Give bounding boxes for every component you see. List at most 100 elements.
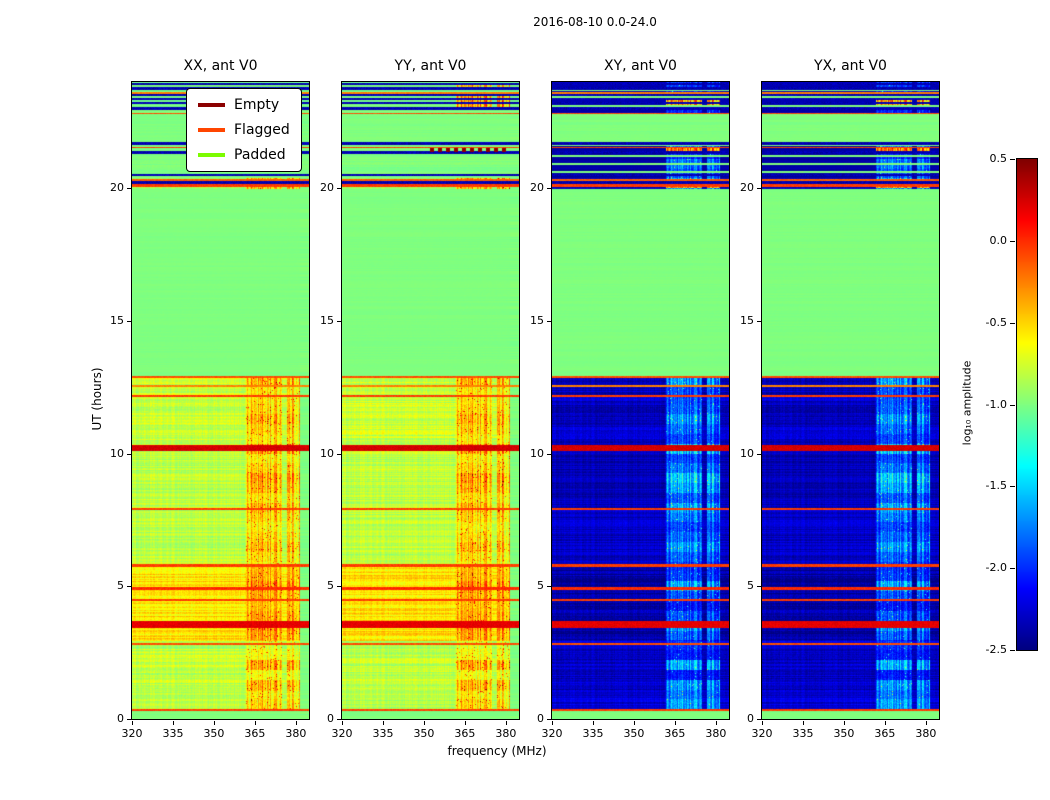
y-tick-mark bbox=[547, 719, 551, 720]
x-tick-label: 380 bbox=[285, 727, 307, 740]
x-tick-mark bbox=[592, 721, 594, 725]
x-tick-mark bbox=[423, 721, 425, 725]
x-tick-label: 350 bbox=[623, 727, 645, 740]
x-tick-mark bbox=[674, 721, 676, 725]
y-tick-mark bbox=[757, 719, 761, 720]
colorbar-tick-label: -1.0 bbox=[985, 397, 1007, 411]
x-tick-label: 320 bbox=[751, 727, 773, 740]
legend-item-flagged: Flagged bbox=[198, 122, 290, 138]
y-tick-label: 15 bbox=[320, 313, 334, 327]
x-tick-label: 350 bbox=[833, 727, 855, 740]
colorbar-tick-mark bbox=[1010, 159, 1015, 160]
y-tick-mark bbox=[127, 453, 131, 455]
x-tick-mark bbox=[633, 721, 635, 725]
y-tick-mark bbox=[757, 586, 761, 588]
colorbar-gradient bbox=[1017, 159, 1037, 650]
x-tick-mark bbox=[884, 721, 886, 725]
x-tick-mark bbox=[254, 721, 256, 725]
y-tick-mark bbox=[127, 586, 131, 588]
y-tick-mark bbox=[337, 453, 341, 455]
x-tick-mark bbox=[552, 721, 553, 725]
colorbar-tick-label: 0.5 bbox=[989, 152, 1008, 165]
y-tick-label: 0 bbox=[747, 712, 754, 725]
y-tick-mark bbox=[547, 453, 551, 455]
legend-item-empty: Empty bbox=[198, 97, 290, 113]
y-tick-label: 5 bbox=[327, 579, 334, 593]
y-tick-label: 10 bbox=[740, 446, 754, 460]
colorbar-tick-mark bbox=[1010, 240, 1015, 242]
heatmap-image-yy bbox=[342, 82, 519, 719]
x-tick-label: 365 bbox=[664, 727, 686, 740]
y-axis-label: UT (hours) bbox=[90, 367, 104, 431]
x-tick-label: 380 bbox=[705, 727, 727, 740]
panel-title-yx: YX, ant V0 bbox=[814, 58, 887, 74]
colorbar-tick-label: -1.5 bbox=[985, 479, 1007, 493]
y-tick-label: 0 bbox=[537, 712, 544, 725]
legend-swatch-flagged-icon bbox=[198, 128, 225, 132]
y-tick-mark bbox=[547, 320, 551, 322]
x-tick-label: 335 bbox=[582, 727, 604, 740]
heatmap-image-yx bbox=[762, 82, 939, 719]
x-tick-mark bbox=[505, 721, 507, 725]
x-tick-mark bbox=[172, 721, 174, 725]
colorbar: 0.5 0.0 -0.5 -1.0 -1.5 -2.0 -2.5 bbox=[986, 152, 1038, 656]
colorbar-tick-mark bbox=[1010, 568, 1015, 570]
y-tick-label: 20 bbox=[740, 181, 754, 195]
x-tick-mark bbox=[715, 721, 717, 725]
x-tick-label: 335 bbox=[792, 727, 814, 740]
x-tick-mark bbox=[802, 721, 804, 725]
legend-label-empty: Empty bbox=[234, 97, 280, 113]
y-tick-mark bbox=[127, 719, 131, 720]
y-tick-label: 5 bbox=[537, 579, 544, 593]
y-tick-mark bbox=[127, 320, 131, 322]
y-tick-mark bbox=[337, 719, 341, 720]
x-tick-mark bbox=[342, 721, 343, 725]
x-tick-mark bbox=[213, 721, 215, 725]
colorbar-tick-mark bbox=[1010, 322, 1015, 324]
legend-swatch-empty-icon bbox=[198, 103, 225, 107]
y-tick-mark bbox=[337, 320, 341, 322]
panel-title-xy: XY, ant V0 bbox=[604, 58, 677, 74]
y-tick-label: 10 bbox=[320, 446, 334, 460]
panel-xy-ant-v0: XY, ant V0 0 5 10 15 20 320 335 350 365 380 bbox=[530, 58, 730, 740]
y-tick-mark bbox=[757, 453, 761, 455]
legend-item-padded: Padded bbox=[198, 147, 290, 163]
y-tick-label: 15 bbox=[530, 313, 544, 327]
panel-yy-ant-v0: YY, ant V0 0 5 10 15 20 320 335 350 365 380 bbox=[320, 58, 520, 740]
x-tick-mark bbox=[762, 721, 763, 725]
x-tick-label: 380 bbox=[495, 727, 517, 740]
x-tick-label: 365 bbox=[874, 727, 896, 740]
colorbar-tick-label: -0.5 bbox=[985, 315, 1007, 329]
y-tick-label: 15 bbox=[740, 313, 754, 327]
colorbar-tick-mark bbox=[1010, 650, 1015, 651]
panel-xx-ant-v0: XX, ant V0 0 5 10 15 20 320 335 350 365 380 bbox=[110, 58, 310, 740]
y-tick-label: 20 bbox=[320, 181, 334, 195]
x-tick-label: 335 bbox=[162, 727, 184, 740]
y-tick-label: 0 bbox=[117, 712, 124, 725]
x-tick-mark bbox=[382, 721, 384, 725]
x-tick-mark bbox=[295, 721, 297, 725]
y-tick-mark bbox=[757, 320, 761, 322]
legend: Empty Flagged Padded bbox=[186, 88, 302, 172]
legend-label-flagged: Flagged bbox=[234, 122, 290, 138]
colorbar-tick-mark bbox=[1010, 404, 1015, 406]
heatmap-image-xx bbox=[132, 82, 309, 719]
x-tick-mark bbox=[925, 721, 927, 725]
heatmap-image-xy bbox=[552, 82, 729, 719]
y-tick-mark bbox=[127, 188, 131, 190]
x-axis-label: frequency (MHz) bbox=[447, 744, 547, 758]
x-tick-mark bbox=[132, 721, 133, 725]
x-tick-label: 320 bbox=[541, 727, 563, 740]
y-tick-label: 5 bbox=[117, 579, 124, 593]
colorbar-label: log₁₀ amplitude bbox=[960, 360, 974, 446]
x-tick-label: 350 bbox=[413, 727, 435, 740]
legend-label-padded: Padded bbox=[234, 147, 286, 163]
y-tick-label: 10 bbox=[530, 446, 544, 460]
panel-yx-ant-v0: YX, ant V0 0 5 10 15 20 320 335 350 365 380 bbox=[740, 58, 940, 740]
colorbar-tick-label: -2.5 bbox=[985, 643, 1007, 656]
y-tick-label: 20 bbox=[110, 181, 124, 195]
x-tick-label: 380 bbox=[915, 727, 937, 740]
legend-swatch-padded-icon bbox=[198, 153, 225, 157]
colorbar-tick-label: 0.0 bbox=[989, 233, 1008, 247]
